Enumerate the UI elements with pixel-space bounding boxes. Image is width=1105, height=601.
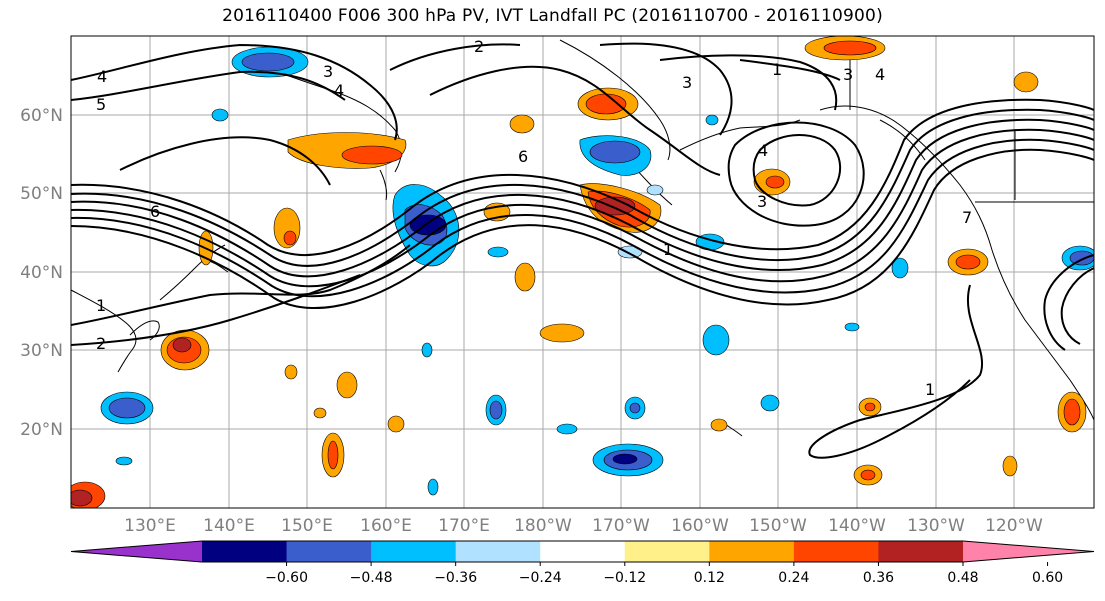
svg-text:1: 1 bbox=[925, 380, 935, 399]
svg-text:7: 7 bbox=[962, 208, 972, 227]
colorbar-tick-label: 0.36 bbox=[863, 570, 894, 586]
lon-label: 120°W bbox=[985, 516, 1043, 536]
lon-label: 130°E bbox=[124, 516, 176, 536]
lat-label: 40°N bbox=[20, 263, 63, 283]
lon-label: 150°W bbox=[749, 516, 807, 536]
colorbar-tick-label: −0.24 bbox=[519, 570, 562, 586]
map-title: 2016110400 F006 300 hPa PV, IVT Landfall… bbox=[222, 6, 883, 26]
colorbar-tick-label: 0.48 bbox=[947, 570, 978, 586]
colorbar-tick-label: −0.60 bbox=[265, 570, 308, 586]
colorbar-tick-label: −0.36 bbox=[434, 570, 477, 586]
svg-text:1: 1 bbox=[96, 296, 106, 315]
map-frame bbox=[70, 35, 1095, 509]
lat-label: 60°N bbox=[20, 106, 63, 126]
colorbar-outline bbox=[70, 540, 1095, 563]
svg-text:6: 6 bbox=[518, 147, 528, 166]
colorbar-segment bbox=[371, 541, 457, 562]
svg-text:1: 1 bbox=[772, 60, 782, 79]
colorbar-segment bbox=[286, 541, 372, 562]
colorbar-extend-low bbox=[71, 541, 202, 562]
colorbar-tick-label: 0.24 bbox=[778, 570, 809, 586]
colorbar-tick-label: −0.48 bbox=[350, 570, 393, 586]
svg-text:3: 3 bbox=[323, 62, 333, 81]
lon-label: 170°W bbox=[592, 516, 650, 536]
colorbar-extend-high bbox=[963, 541, 1094, 562]
colorbar-tick-label: 0.12 bbox=[694, 570, 725, 586]
svg-text:4: 4 bbox=[875, 65, 885, 84]
colorbar-segment bbox=[202, 541, 288, 562]
longitude-labels: 130°E 140°E 150°E 160°E 170°E 180°W 170°… bbox=[124, 516, 1043, 536]
lat-label: 30°N bbox=[20, 341, 63, 361]
lon-label: 160°E bbox=[360, 516, 412, 536]
colorbar-segment bbox=[793, 541, 879, 562]
lat-label: 50°N bbox=[20, 184, 63, 204]
lon-label: 180°W bbox=[514, 516, 572, 536]
colorbar-segment bbox=[624, 541, 710, 562]
colorbar-segment bbox=[878, 541, 964, 562]
svg-text:2: 2 bbox=[96, 334, 106, 353]
colorbar-segment bbox=[709, 541, 795, 562]
svg-text:4: 4 bbox=[334, 81, 344, 100]
lon-label: 170°E bbox=[438, 516, 490, 536]
colorbar-segment bbox=[540, 541, 626, 562]
svg-text:3: 3 bbox=[757, 192, 767, 211]
contour-labels: 4 5 3 4 2 1 3 4 6 4 3 7 6 1 2 1 1 3 bbox=[96, 37, 972, 399]
colorbar-tick-label: −0.12 bbox=[603, 570, 646, 586]
svg-text:3: 3 bbox=[843, 65, 853, 84]
lat-label: 20°N bbox=[20, 420, 63, 440]
svg-text:2: 2 bbox=[474, 37, 484, 56]
lon-label: 150°E bbox=[281, 516, 333, 536]
svg-text:3: 3 bbox=[682, 73, 692, 92]
colorbar: −0.60 −0.48 −0.36 −0.24 −0.12 0.12 0.24 0.36 0.4… bbox=[70, 540, 1095, 586]
lon-label: 140°W bbox=[828, 516, 886, 536]
ivt-contours bbox=[71, 42, 1094, 459]
svg-text:4: 4 bbox=[758, 141, 768, 160]
svg-text:5: 5 bbox=[96, 95, 106, 114]
svg-text:4: 4 bbox=[97, 67, 107, 86]
svg-text:6: 6 bbox=[150, 202, 160, 221]
lon-label: 130°W bbox=[907, 516, 965, 536]
colorbar-segment bbox=[455, 541, 541, 562]
colorbar-tick-label: 0.60 bbox=[1032, 570, 1063, 586]
latitude-labels: 60°N 50°N 40°N 30°N 20°N bbox=[20, 106, 63, 440]
svg-text:1: 1 bbox=[663, 240, 673, 259]
lon-label: 140°E bbox=[203, 516, 255, 536]
lon-label: 160°W bbox=[671, 516, 729, 536]
